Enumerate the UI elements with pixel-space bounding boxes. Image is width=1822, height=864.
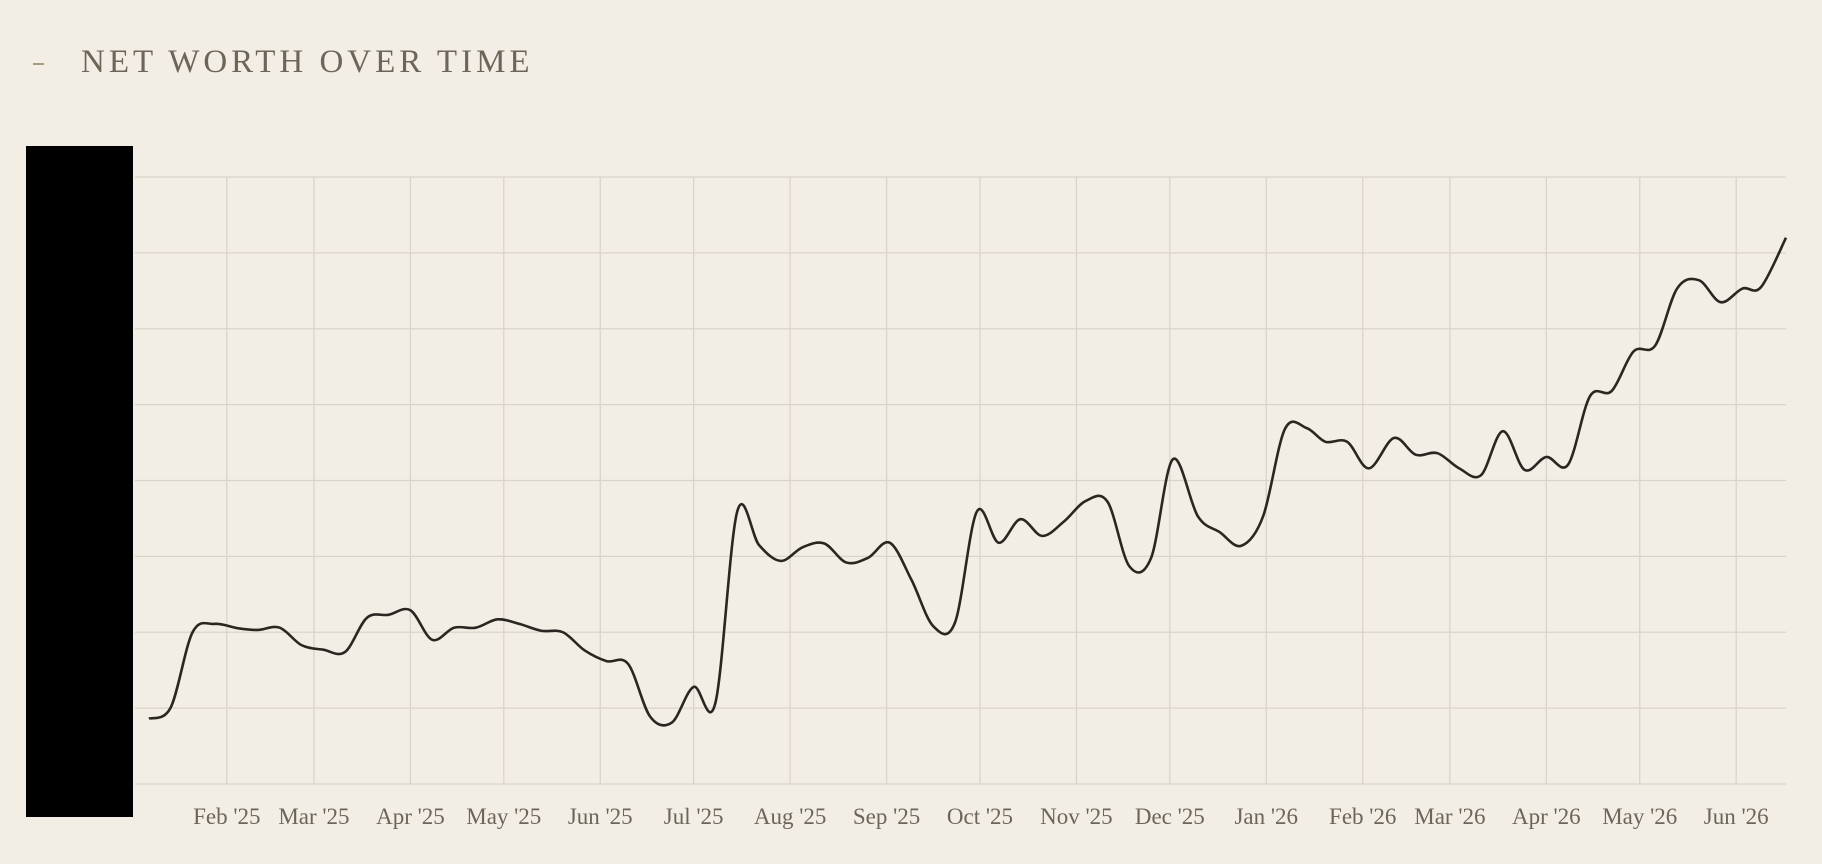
x-tick-label: Sep '25 <box>853 804 920 829</box>
x-tick-label: Mar '25 <box>278 804 349 829</box>
x-tick-label: May '25 <box>466 804 541 829</box>
x-tick-label: Oct '25 <box>947 804 1013 829</box>
x-tick-label: Aug '25 <box>754 804 827 829</box>
x-tick-label: Apr '25 <box>376 804 445 829</box>
x-tick-label: Jul '25 <box>664 804 724 829</box>
x-tick-label: Jan '26 <box>1234 804 1298 829</box>
x-tick-label: Feb '25 <box>193 804 260 829</box>
net-worth-line <box>148 237 1788 727</box>
x-tick-label: Jun '26 <box>1704 804 1769 829</box>
x-tick-label: May '26 <box>1602 804 1677 829</box>
chart-title: NET WORTH OVER TIME <box>81 44 534 80</box>
x-tick-label: Nov '25 <box>1040 804 1113 829</box>
x-tick-label: Jun '25 <box>568 804 633 829</box>
x-tick-label: Mar '26 <box>1414 804 1485 829</box>
x-tick-label: Apr '26 <box>1512 804 1581 829</box>
x-tick-label: Feb '26 <box>1329 804 1396 829</box>
plot: Feb '25 Mar '25 Apr '25 May '25 Jun '25 Jul '… <box>135 176 1788 829</box>
redaction-box <box>26 146 133 817</box>
x-tick-label: Dec '25 <box>1135 804 1205 829</box>
